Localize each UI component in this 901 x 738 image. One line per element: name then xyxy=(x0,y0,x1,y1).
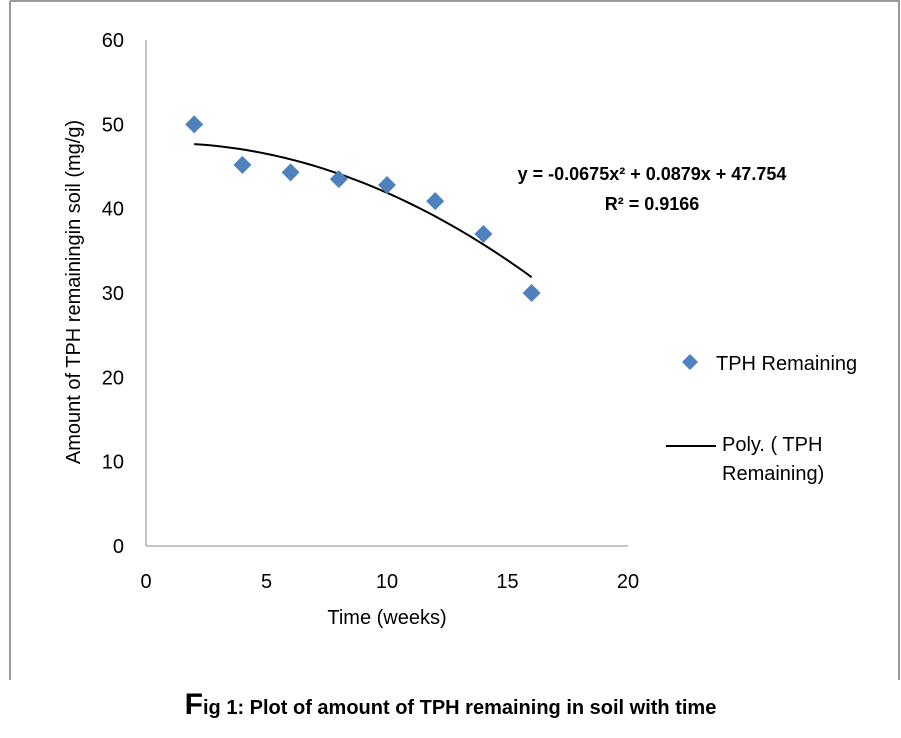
caption-first-letter: F xyxy=(184,688,203,721)
data-point-1 xyxy=(185,115,204,134)
x-tick-label: 5 xyxy=(261,571,272,593)
y-tick-label: 10 xyxy=(102,452,124,474)
data-point-3 xyxy=(281,163,300,182)
legend-marker-diamond xyxy=(682,354,698,370)
data-point-7 xyxy=(474,224,493,243)
data-point-5 xyxy=(378,176,396,195)
x-tick-label: 20 xyxy=(617,571,639,593)
x-tick-label: 10 xyxy=(376,571,398,593)
x-tick-label: 15 xyxy=(496,571,518,593)
data-point-6 xyxy=(426,192,445,211)
x-axis-label: Time (weeks) xyxy=(327,607,446,629)
x-axis-ticks: 0 5 10 15 20 xyxy=(140,571,639,593)
y-tick-label: 0 xyxy=(113,536,124,558)
y-tick-label: 50 xyxy=(102,114,124,136)
y-tick-label: 40 xyxy=(102,199,124,221)
legend-label-tph-remaining: TPH Remaining xyxy=(716,353,857,375)
legend-label-poly-line1: Poly. ( TPH xyxy=(722,434,822,456)
legend-label-poly-line2: Remaining) xyxy=(722,463,824,485)
y-axis-label: Amount of TPH remainingin soil (mg/g) xyxy=(63,120,85,464)
y-tick-label: 20 xyxy=(102,367,124,389)
legend: TPH Remaining Poly. ( TPH Remaining) xyxy=(666,353,857,485)
x-tick-label: 0 xyxy=(140,571,151,593)
data-point-8 xyxy=(522,284,541,302)
trendline-r2: R² = 0.9166 xyxy=(605,194,700,214)
data-points xyxy=(185,115,541,302)
y-tick-label: 60 xyxy=(102,30,124,52)
y-axis-ticks: 0 10 20 30 40 50 60 xyxy=(102,30,124,558)
trendline-curve xyxy=(194,143,533,278)
figure-caption: Fig 1: Plot of amount of TPH remaining i… xyxy=(0,688,901,722)
y-tick-label: 30 xyxy=(102,283,124,305)
trendline-equation: y = -0.0675x² + 0.0879x + 47.754 xyxy=(518,164,787,184)
caption-text: ig 1: Plot of amount of TPH remaining in… xyxy=(202,697,717,719)
data-point-4 xyxy=(329,170,348,189)
data-point-2 xyxy=(233,155,252,174)
